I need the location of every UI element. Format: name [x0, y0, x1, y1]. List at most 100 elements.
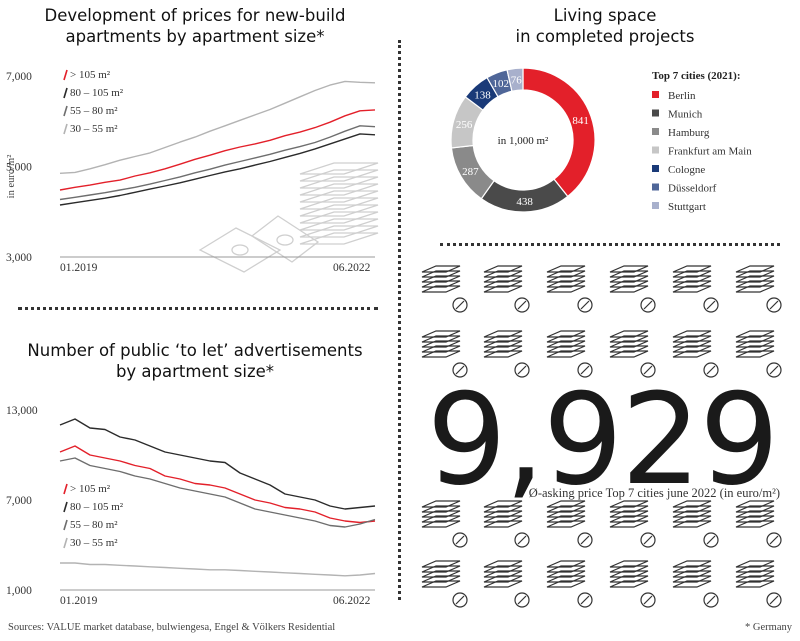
banknote-layer-icon	[735, 285, 775, 293]
banknote-layer-icon	[672, 275, 712, 283]
banknote-layer-icon	[609, 565, 649, 573]
legend-label: 80 – 105 m²	[70, 87, 124, 99]
banknote-layer-icon	[421, 335, 461, 343]
donut-value-label: 102	[493, 78, 510, 90]
banknote-layer-icon	[483, 280, 523, 288]
money-stack-icon	[735, 330, 782, 378]
banknote-layer-icon	[672, 350, 712, 358]
diameter-sign-icon	[580, 365, 590, 375]
banknote-layer-icon	[421, 330, 461, 338]
ads-line-chart: 1,000 7,000 13,000 01.2019 06.2022 > 105 m² 80…	[6, 405, 376, 607]
banknote-layer-icon	[735, 515, 775, 523]
legend-label: Stuttgart	[668, 201, 706, 213]
price-line-chart: 3,000 5,000 7,000 in euro/m² 01.2019 06.2022 >…	[6, 69, 379, 274]
left-horizontal-divider	[18, 307, 378, 310]
money-stack-icon	[483, 265, 530, 313]
series-line	[59, 80, 376, 174]
series-line	[59, 109, 376, 191]
money-stack-icon	[421, 500, 468, 548]
banknote-layer-icon	[609, 285, 649, 293]
money-stack-icon	[421, 560, 468, 608]
legend-label: Hamburg	[668, 127, 710, 139]
banknote-layer-icon	[735, 575, 775, 583]
banknote-layer-icon	[483, 570, 523, 578]
banknote-layer-icon	[735, 335, 775, 343]
price-chart-title: Development of prices for new-build apar…	[0, 5, 390, 47]
money-stack-icon	[735, 560, 782, 608]
donut-slice	[522, 67, 596, 198]
banknote-layer-icon	[546, 575, 586, 583]
series-line	[59, 457, 376, 528]
banknote-layer-icon	[483, 335, 523, 343]
legend-label: > 105 m²	[70, 69, 111, 81]
legend-label: 30 – 55 m²	[70, 123, 118, 135]
banknote-layer-icon	[483, 345, 523, 353]
diameter-sign-icon	[580, 535, 590, 545]
banknote-layer-icon	[672, 560, 712, 568]
banknote-layer-icon	[546, 515, 586, 523]
banknote-layer-icon	[421, 580, 461, 588]
banknote-layer-icon	[546, 560, 586, 568]
money-stack-icon	[421, 265, 468, 313]
price-chart-title-line1: Development of prices for new-build	[44, 6, 346, 25]
money-stack-icon	[546, 265, 593, 313]
legend-marker	[63, 123, 68, 135]
banknote-layer-icon	[421, 345, 461, 353]
money-stack-icon	[672, 560, 719, 608]
diameter-sign-icon	[455, 535, 465, 545]
legend-swatch	[652, 91, 659, 98]
money-stack-icon	[735, 265, 782, 313]
donut-value-label: 76	[511, 74, 523, 86]
banknote-layer-icon	[735, 510, 775, 518]
average-asking-price-value: 9,929	[426, 366, 780, 513]
diameter-sign-icon	[455, 365, 465, 375]
banknote-layer-icon	[421, 565, 461, 573]
banknote-layer-icon	[421, 340, 461, 348]
legend-label: > 105 m²	[70, 483, 111, 495]
banknote-layer-icon	[735, 275, 775, 283]
banknote-layer-icon	[609, 345, 649, 353]
banknote-layer-icon	[672, 345, 712, 353]
diameter-sign-icon	[706, 365, 716, 375]
banknote-layer-icon	[421, 275, 461, 283]
right-horizontal-divider	[440, 243, 780, 246]
y-axis-label: in euro/m²	[6, 155, 17, 199]
diameter-sign-icon	[517, 365, 527, 375]
donut-value-label: 287	[462, 166, 479, 178]
banknote-layer-icon	[546, 270, 586, 278]
diameter-sign-icon	[517, 300, 527, 310]
series-line	[60, 562, 376, 577]
money-stack-icon	[483, 330, 530, 378]
diameter-sign-icon	[769, 365, 779, 375]
diameter-sign-icon	[769, 595, 779, 605]
banknote-layer-icon	[299, 176, 379, 189]
legend-marker	[63, 519, 68, 531]
banknote-layer-icon	[546, 505, 586, 513]
banknote-layer-icon	[483, 565, 523, 573]
banknote-layer-icon	[735, 345, 775, 353]
banknote-layer-icon	[299, 190, 379, 203]
money-stack-icon	[672, 500, 719, 548]
banknote-layer-icon	[483, 575, 523, 583]
banknote-layer-icon	[546, 330, 586, 338]
average-asking-price-caption: Ø-asking price Top 7 cities june 2022 (i…	[528, 486, 780, 500]
banknote-layer-icon	[421, 265, 461, 273]
legend-label: Munich	[668, 109, 703, 121]
vertical-divider	[398, 40, 401, 600]
banknote-layer-icon	[672, 520, 712, 528]
diameter-sign-icon	[643, 300, 653, 310]
banknote-layer-icon	[421, 575, 461, 583]
legend-label: Frankfurt am Main	[668, 146, 752, 158]
banknote-layer-icon	[735, 560, 775, 568]
money-stack-icon	[546, 330, 593, 378]
banknote-layer-icon	[735, 520, 775, 528]
x-tick-label: 01.2019	[60, 262, 98, 274]
banknote-layer-icon	[609, 275, 649, 283]
banknote-layer-icon	[609, 330, 649, 338]
diameter-sign-icon	[706, 300, 716, 310]
banknote-layer-icon	[672, 575, 712, 583]
donut-value-label: 138	[474, 89, 491, 101]
ads-chart-title-line2: by apartment size*	[115, 362, 275, 381]
y-tick-label: 5,000	[6, 162, 32, 174]
series-line	[59, 418, 376, 510]
